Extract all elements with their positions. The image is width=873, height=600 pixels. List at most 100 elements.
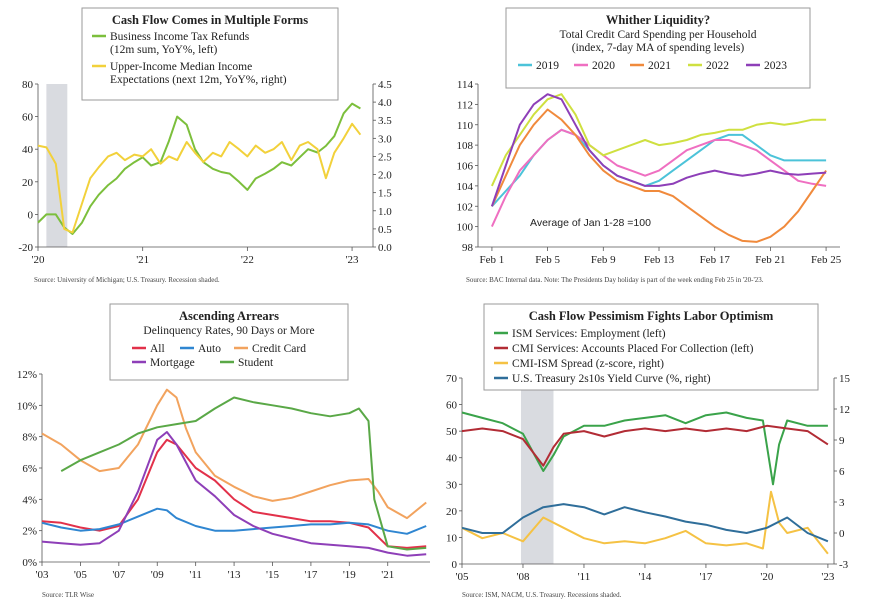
y-tick-label: 60 — [446, 400, 458, 412]
legend-label: CMI-ISM Spread (z-score, right) — [512, 358, 664, 370]
y-tick-label: 12% — [17, 369, 37, 381]
y-tick-label: 0 — [452, 559, 458, 571]
chart-subtitle: Delinquency Rates, 90 Days or More — [143, 325, 314, 337]
y-tick-label-right: 0 — [839, 528, 845, 540]
y-tick-label-right: 0.5 — [378, 224, 392, 236]
y-tick-label: 110 — [457, 120, 474, 132]
y-tick-label-right: 1.0 — [378, 206, 392, 218]
x-tick-label: '05 — [74, 569, 87, 581]
chart-subtitle: (index, 7-day MA of spending levels) — [572, 42, 745, 54]
legend-label: (12m sum, YoY%, left) — [110, 44, 218, 56]
x-tick-label: Feb 25 — [811, 254, 842, 266]
legend-label: Business Income Tax Refunds — [110, 31, 250, 43]
y-tick-label-right: 3.0 — [378, 133, 392, 145]
y-tick-label: 10% — [17, 400, 37, 412]
x-tick-label: '07 — [112, 569, 125, 581]
legend-label: 2022 — [706, 60, 729, 72]
y-tick-label: 40 — [446, 453, 458, 465]
y-tick-label: 80 — [22, 79, 34, 91]
y-tick-label: 30 — [446, 479, 458, 491]
x-tick-label: '11 — [189, 569, 202, 581]
x-tick-label: Feb 13 — [644, 254, 675, 266]
x-tick-label: '19 — [343, 569, 356, 581]
y-tick-label-right: 2.0 — [378, 170, 392, 182]
series-line-2021 — [490, 108, 827, 243]
y-tick-label: 112 — [457, 99, 473, 111]
x-tick-label: Feb 1 — [480, 254, 505, 266]
y-tick-label: 6% — [22, 463, 37, 475]
legend-label: Upper-Income Median Income — [110, 61, 252, 73]
x-tick-label: '05 — [456, 571, 469, 583]
series-line-u-s-treasury-2s10s-yield-curve — [461, 503, 829, 543]
chart-title: Whither Liquidity? — [606, 13, 710, 27]
series-line-student — [60, 396, 427, 551]
legend-label: Auto — [198, 343, 221, 355]
legend-label: Credit Card — [252, 343, 306, 355]
legend-label: CMI Services: Accounts Placed For Collec… — [512, 343, 754, 355]
y-tick-label: 70 — [446, 373, 458, 385]
y-tick-label-right: 15 — [839, 373, 851, 385]
x-tick-label: Feb 21 — [755, 254, 785, 266]
chart-panel-3: 0% 2% 4% 6% 8% 10% 12% '03 '05 '07 '09 '11 '13 '15 '17… — [17, 303, 430, 599]
series-line-all — [41, 438, 427, 549]
y-tick-label: 0 — [28, 209, 34, 221]
chart-title: Cash Flow Pessimism Fights Labor Optimis… — [529, 309, 774, 323]
series-line-2020 — [490, 128, 827, 228]
series-line-mortgage — [41, 431, 427, 557]
y-tick-label-right: 9 — [839, 435, 845, 447]
y-tick-label: 20 — [22, 177, 34, 189]
y-tick-label: 60 — [22, 112, 34, 124]
x-tick-label: '14 — [638, 571, 651, 583]
series-line-cmi-ism-spread — [461, 490, 829, 555]
y-tick-label: -20 — [18, 242, 33, 254]
y-tick-label: 40 — [22, 144, 34, 156]
legend-label: ISM Services: Employment (left) — [512, 328, 666, 340]
y-tick-label: 8% — [22, 432, 37, 444]
y-tick-label-right: 4.5 — [378, 79, 392, 91]
legend-box — [109, 303, 349, 381]
x-tick-label: '15 — [266, 569, 279, 581]
legend-label: All — [150, 343, 165, 355]
y-tick-label: 50 — [446, 426, 458, 438]
y-tick-label: 100 — [457, 222, 474, 234]
y-tick-label-right: 4.0 — [378, 97, 392, 109]
x-tick-label: '13 — [228, 569, 241, 581]
x-tick-label: '22 — [241, 254, 254, 266]
series-line-business-income-tax-refunds — [37, 102, 361, 235]
chart-subtitle: Total Credit Card Spending per Household — [560, 29, 757, 41]
y-tick-label: 2% — [22, 526, 37, 538]
legend-label: 2021 — [648, 60, 671, 72]
x-tick-label: '11 — [578, 571, 591, 583]
y-tick-label: 104 — [457, 181, 474, 193]
y-tick-label-right: 3 — [839, 497, 845, 509]
y-tick-label: 102 — [457, 201, 474, 213]
chart-title: Cash Flow Comes in Multiple Forms — [112, 13, 308, 27]
x-tick-label: '23 — [821, 571, 834, 583]
y-tick-label: 4% — [22, 494, 37, 506]
legend-label: Expectations (next 12m, YoY%, right) — [110, 74, 287, 86]
y-tick-label-right: 2.5 — [378, 151, 392, 163]
legend-box — [81, 7, 339, 101]
x-tick-label: '17 — [699, 571, 712, 583]
y-tick-label-right: 1.5 — [378, 188, 392, 200]
x-tick-label: '20 — [760, 571, 773, 583]
legend-label: Mortgage — [150, 357, 195, 369]
x-tick-label: '17 — [304, 569, 317, 581]
legend-label: 2019 — [536, 60, 559, 72]
y-tick-label: 114 — [457, 79, 474, 91]
x-tick-label: '23 — [346, 254, 359, 266]
x-tick-label: Feb 5 — [535, 254, 560, 266]
source-note: Source: ISM, NACM, U.S. Treasury. Recess… — [462, 591, 622, 599]
legend-box — [483, 303, 819, 391]
x-tick-label: '20 — [32, 254, 45, 266]
series-line-ism-services-employment — [461, 411, 828, 486]
legend-label: 2023 — [764, 60, 787, 72]
y-tick-label-right: -3 — [839, 559, 849, 571]
x-tick-label: Feb 17 — [700, 254, 731, 266]
x-tick-label: '21 — [136, 254, 149, 266]
y-tick-label-right: 0.0 — [378, 242, 392, 254]
chart-title: Ascending Arrears — [179, 309, 279, 323]
series-line-upper-income-median-income-expectations — [37, 122, 362, 234]
y-tick-label: 108 — [457, 140, 474, 152]
y-tick-label-right: 3.5 — [378, 115, 392, 127]
